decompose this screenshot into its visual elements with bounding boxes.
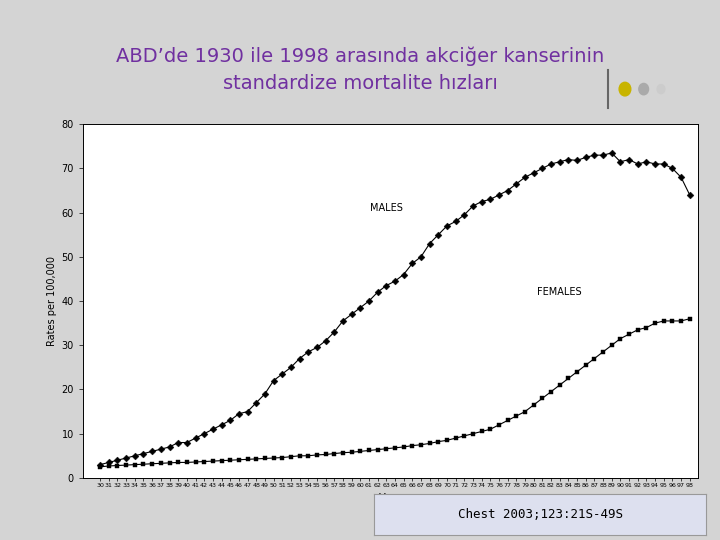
Text: standardize mortalite hızları: standardize mortalite hızları (222, 74, 498, 93)
Text: MALES: MALES (370, 202, 402, 213)
Text: Chest 2003;123:21S-49S: Chest 2003;123:21S-49S (457, 508, 623, 521)
Text: FEMALES: FEMALES (537, 287, 582, 296)
Text: ABD’de 1930 ile 1998 arasında akciğer kanserinin: ABD’de 1930 ile 1998 arasında akciğer ka… (116, 47, 604, 66)
X-axis label: Year: Year (379, 492, 402, 503)
Y-axis label: Rates per 100,000: Rates per 100,000 (48, 256, 57, 346)
